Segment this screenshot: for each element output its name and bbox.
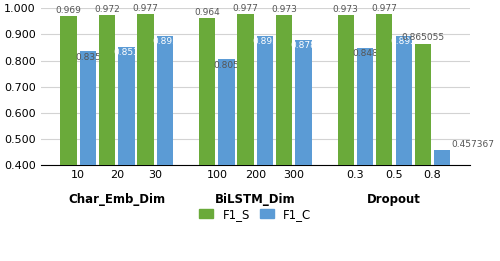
- Bar: [396, 36, 412, 261]
- Bar: [376, 14, 392, 261]
- Text: 0.848: 0.848: [352, 49, 378, 58]
- Bar: [257, 36, 274, 261]
- Text: 0.977: 0.977: [232, 4, 258, 13]
- Legend: F1_S, F1_C: F1_S, F1_C: [194, 203, 316, 225]
- Bar: [434, 150, 450, 261]
- Text: Dropout: Dropout: [367, 193, 421, 206]
- Text: 0.969: 0.969: [56, 6, 82, 15]
- Text: 0.457367: 0.457367: [451, 140, 494, 150]
- Bar: [357, 48, 374, 261]
- Bar: [118, 47, 134, 261]
- Bar: [157, 36, 173, 261]
- Bar: [238, 14, 254, 261]
- Text: 0.973: 0.973: [271, 5, 297, 14]
- Text: 0.878: 0.878: [290, 41, 316, 50]
- Text: 0.895: 0.895: [391, 37, 416, 46]
- Text: 0.835: 0.835: [75, 53, 101, 62]
- Text: 0.972: 0.972: [94, 5, 120, 14]
- Text: 0.973: 0.973: [333, 5, 358, 14]
- Bar: [80, 51, 96, 261]
- Text: 0.853: 0.853: [114, 48, 140, 57]
- Text: 0.865055: 0.865055: [401, 33, 444, 43]
- Bar: [138, 14, 154, 261]
- Text: Char_Emb_Dim: Char_Emb_Dim: [68, 193, 166, 206]
- Text: 0.977: 0.977: [372, 4, 397, 13]
- Bar: [276, 15, 292, 261]
- Bar: [218, 59, 235, 261]
- Bar: [414, 44, 431, 261]
- Text: 0.805: 0.805: [214, 61, 240, 69]
- Bar: [296, 40, 312, 261]
- Text: 0.895: 0.895: [252, 37, 278, 46]
- Text: 0.964: 0.964: [194, 8, 220, 16]
- Text: BiLSTM_Dim: BiLSTM_Dim: [215, 193, 296, 206]
- Bar: [60, 16, 76, 261]
- Bar: [338, 15, 354, 261]
- Text: 0.895: 0.895: [152, 37, 178, 46]
- Bar: [199, 17, 216, 261]
- Bar: [99, 15, 115, 261]
- Text: 0.977: 0.977: [132, 4, 158, 13]
